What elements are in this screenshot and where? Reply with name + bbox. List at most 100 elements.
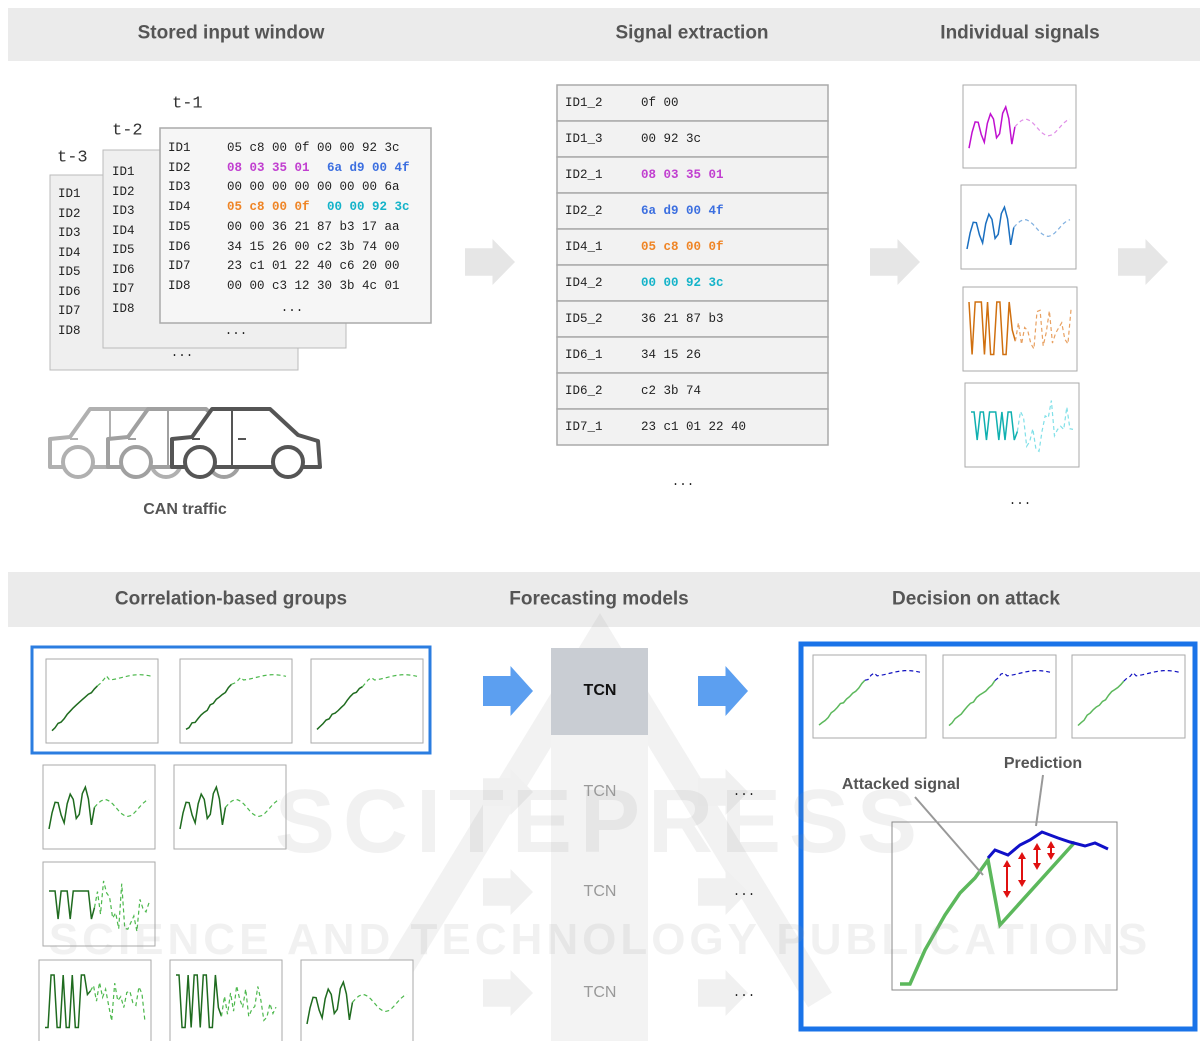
car-wheel bbox=[183, 445, 217, 479]
signal-line bbox=[49, 890, 96, 920]
signal-line bbox=[48, 784, 96, 830]
plot-frame bbox=[45, 658, 159, 744]
payload-bytes: 00 00 36 21 87 b3 17 aa bbox=[227, 219, 400, 234]
signal-id: ID4_1 bbox=[565, 239, 603, 254]
arrow-head bbox=[1018, 852, 1026, 859]
window-id: ID8 bbox=[58, 323, 81, 338]
annotation: Attacked signal bbox=[841, 776, 961, 793]
plot-frame bbox=[169, 959, 283, 1041]
signal-bytes: 0f 00 bbox=[641, 95, 679, 110]
signal-id: ID1_3 bbox=[565, 131, 603, 146]
signal-bytes: 00 00 92 3c bbox=[641, 275, 724, 290]
signal-bytes: 36 21 87 b3 bbox=[641, 311, 724, 326]
model-column bbox=[551, 735, 648, 1041]
window-label: t-3 bbox=[57, 148, 88, 168]
signal-id: ID1_2 bbox=[565, 95, 603, 110]
group-box bbox=[30, 645, 432, 755]
signal-line bbox=[1016, 400, 1074, 453]
section-header: Individual signals bbox=[940, 22, 1100, 44]
signal-bytes: c2 3b 74 bbox=[641, 383, 702, 398]
section-header: Forecasting models bbox=[509, 588, 689, 610]
arrow-head bbox=[1047, 853, 1055, 860]
ellipsis: ... bbox=[671, 474, 695, 489]
window-id: ID3 bbox=[58, 225, 81, 240]
payload-bytes: 23 c1 01 22 40 c6 20 00 bbox=[227, 258, 400, 273]
payload-bytes: 6a d9 00 4f bbox=[327, 160, 410, 175]
ellipsis: ... bbox=[1008, 493, 1032, 508]
window-id: ID3 bbox=[112, 203, 135, 218]
payload-bytes: 00 00 00 00 00 00 00 6a bbox=[227, 180, 400, 195]
window-id: ID5 bbox=[58, 264, 81, 279]
model-label: TCN bbox=[583, 883, 617, 900]
section-header: Decision on attack bbox=[892, 588, 1060, 610]
signal-line bbox=[966, 204, 1015, 250]
plot-frame bbox=[962, 84, 1077, 169]
model-label: TCN bbox=[583, 783, 617, 800]
signal-line bbox=[818, 679, 866, 726]
payload-bytes: 08 03 35 01 bbox=[227, 160, 310, 175]
ellipsis: ... bbox=[224, 323, 248, 338]
plot-frame bbox=[960, 184, 1077, 270]
signal-line bbox=[352, 994, 408, 1013]
arrow-head bbox=[1003, 860, 1011, 867]
payload-bytes: 00 00 92 3c bbox=[327, 199, 410, 214]
signal-line bbox=[1123, 669, 1180, 682]
window-id: ID8 bbox=[112, 301, 135, 316]
signal-line bbox=[968, 104, 1016, 149]
window-id: ID7 bbox=[112, 281, 135, 296]
signal-id: ID7_1 bbox=[565, 419, 603, 434]
signal-line bbox=[316, 686, 363, 730]
signal-line bbox=[361, 674, 418, 688]
caption: CAN traffic bbox=[143, 501, 227, 518]
arrow-head bbox=[1033, 863, 1041, 870]
flow-arrow bbox=[483, 769, 533, 815]
signal-line bbox=[51, 685, 98, 732]
signal-bytes: 08 03 35 01 bbox=[641, 167, 724, 182]
signal-bytes: 05 c8 00 0f bbox=[641, 239, 724, 254]
pointer bbox=[914, 796, 984, 876]
model-label: TCN bbox=[583, 682, 617, 699]
window-id: ID4 bbox=[58, 245, 81, 260]
window-id: ID1 bbox=[168, 140, 191, 155]
signal-line bbox=[89, 982, 146, 1022]
signal-line bbox=[94, 799, 150, 818]
plot-frame bbox=[891, 821, 1118, 991]
window-id: ID1 bbox=[58, 186, 81, 201]
window-label: t-1 bbox=[172, 94, 203, 114]
signal-line bbox=[864, 669, 921, 681]
flow-arrow bbox=[483, 970, 533, 1016]
ellipsis: ... bbox=[732, 784, 756, 799]
plot-frame bbox=[42, 764, 156, 850]
signal-id: ID2_1 bbox=[565, 167, 603, 182]
signal-line bbox=[185, 683, 233, 730]
header-band bbox=[8, 8, 1200, 61]
window-id: ID1 bbox=[112, 164, 135, 179]
signal-line bbox=[45, 974, 92, 1029]
ellipsis: ... bbox=[280, 300, 304, 315]
car-wheel bbox=[61, 445, 95, 479]
plot-frame bbox=[179, 658, 293, 744]
signal-line bbox=[948, 680, 996, 727]
signal-line bbox=[1077, 680, 1125, 727]
signal-line bbox=[994, 669, 1051, 682]
signal-id: ID6_1 bbox=[565, 347, 603, 362]
car bbox=[170, 407, 322, 479]
ellipsis: ... bbox=[170, 345, 194, 360]
signal-line bbox=[1014, 309, 1072, 351]
arrow-head bbox=[1018, 880, 1026, 887]
window-id: ID2 bbox=[168, 160, 191, 175]
flow-arrow bbox=[483, 666, 533, 716]
watermark-shape bbox=[368, 613, 832, 1008]
observed-signal bbox=[900, 840, 1077, 986]
signal-line bbox=[97, 674, 153, 687]
signal-line bbox=[1014, 118, 1071, 137]
arrow-head bbox=[1047, 841, 1055, 848]
window-id: ID7 bbox=[168, 258, 191, 273]
signal-id: ID2_2 bbox=[565, 203, 603, 218]
annotation: Prediction bbox=[1003, 755, 1083, 772]
section-header: Stored input window bbox=[137, 22, 325, 44]
window-id: ID6 bbox=[58, 284, 81, 299]
header-band bbox=[8, 572, 1200, 627]
section-header: Correlation-based groups bbox=[114, 588, 348, 610]
